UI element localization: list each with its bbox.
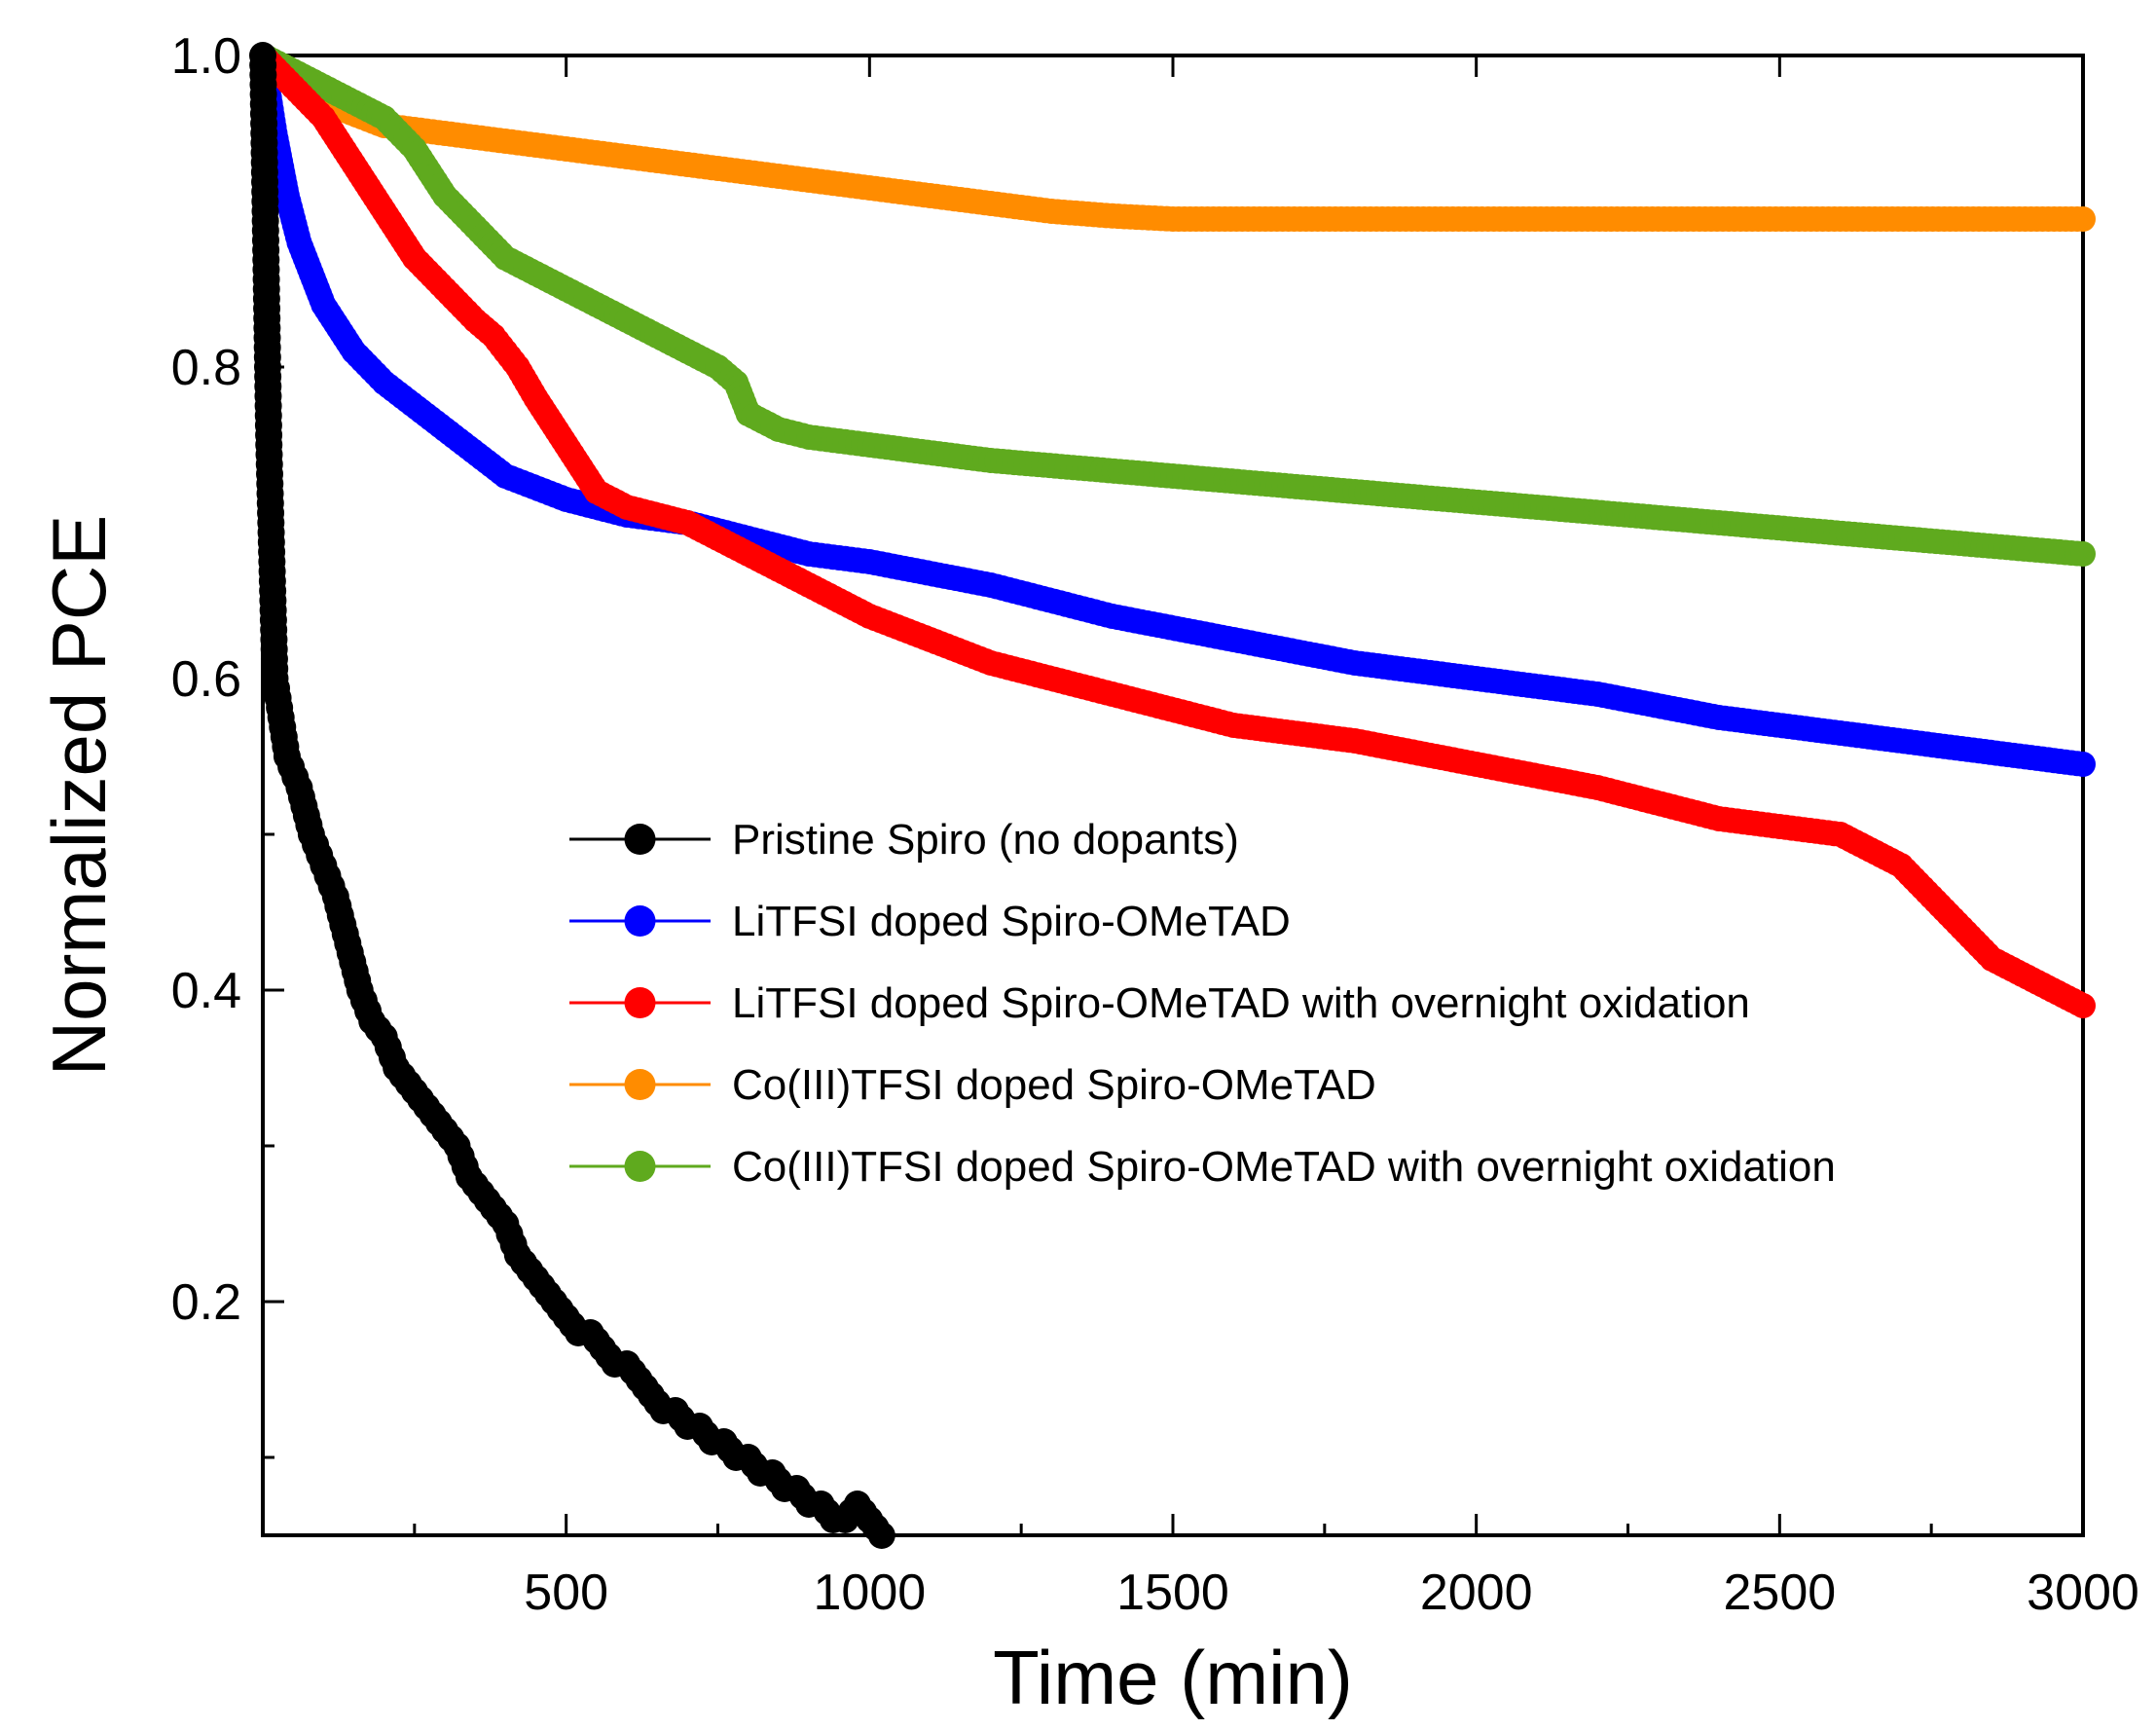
y-tick-label: 0.4 <box>171 963 241 1019</box>
legend-label: Co(III)TFSI doped Spiro-OMeTAD <box>732 1061 1376 1109</box>
legend-marker <box>624 1069 656 1100</box>
x-tick-label: 3000 <box>2027 1564 2139 1621</box>
legend-marker <box>624 1151 656 1182</box>
legend-marker <box>624 987 656 1018</box>
series-1 <box>250 43 2096 777</box>
y-tick-label: 0.6 <box>171 651 241 708</box>
x-tick-label: 1000 <box>813 1564 926 1621</box>
data-point <box>2070 752 2096 777</box>
x-tick-label: 2000 <box>1420 1564 1533 1621</box>
x-tick-label: 2500 <box>1723 1564 1836 1621</box>
y-tick-label: 0.2 <box>171 1274 241 1331</box>
legend-item: Co(III)TFSI doped Spiro-OMeTAD <box>569 1061 1376 1109</box>
data-point <box>2070 993 2096 1018</box>
y-tick-label: 0.8 <box>171 340 241 396</box>
legend-label: Pristine Spiro (no dopants) <box>732 816 1239 864</box>
series-3 <box>250 43 2096 232</box>
x-axis-title: Time (min) <box>993 1635 1353 1720</box>
legend-marker <box>624 824 656 855</box>
legend: Pristine Spiro (no dopants) LiTFSI doped … <box>569 816 1836 1191</box>
x-tick-label: 500 <box>524 1564 608 1621</box>
x-tick-label: 1500 <box>1116 1564 1229 1621</box>
legend-item: Pristine Spiro (no dopants) <box>569 816 1239 864</box>
data-point <box>867 1522 895 1549</box>
tick-labels: 500 1000 1500 2000 2500 3000 0.2 0.4 0.6 0.8 1.0 <box>171 28 2139 1621</box>
legend-label: LiTFSI doped Spiro-OMeTAD with overnight… <box>732 979 1750 1027</box>
legend-label: LiTFSI doped Spiro-OMeTAD <box>732 898 1291 945</box>
y-axis-title: Normalized PCE <box>36 515 122 1077</box>
legend-item: Co(III)TFSI doped Spiro-OMeTAD with over… <box>569 1143 1836 1191</box>
series-4 <box>250 43 2096 567</box>
data-point <box>2070 206 2096 232</box>
data-point <box>2070 541 2096 567</box>
series-2 <box>250 43 2096 1018</box>
legend-marker <box>624 905 656 937</box>
legend-label: Co(III)TFSI doped Spiro-OMeTAD with over… <box>732 1143 1836 1191</box>
legend-item: LiTFSI doped Spiro-OMeTAD <box>569 898 1291 945</box>
series-layer <box>249 42 2096 1549</box>
y-tick-label: 1.0 <box>171 28 241 85</box>
series-0 <box>249 42 895 1549</box>
legend-item: LiTFSI doped Spiro-OMeTAD with overnight… <box>569 979 1750 1027</box>
